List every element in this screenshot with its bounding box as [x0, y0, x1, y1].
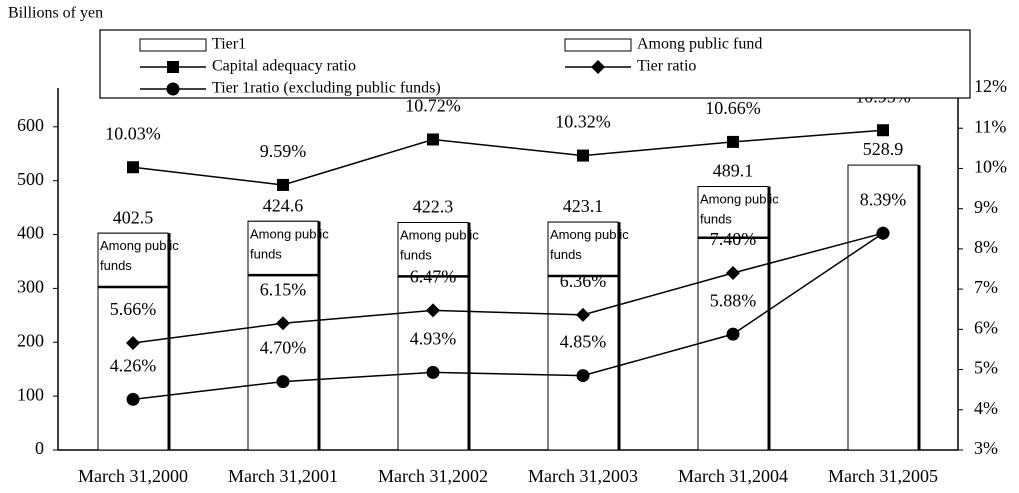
bar-label: 423.1	[563, 196, 604, 216]
marker-circle	[876, 226, 890, 240]
legend-label: Tier ratio	[637, 58, 696, 75]
data-label: 8.39%	[860, 189, 907, 209]
data-label: 7.40%	[710, 229, 757, 249]
x-tick-label: March 31,2001	[228, 466, 338, 486]
marker-circle	[576, 369, 590, 383]
marker-diamond	[426, 303, 440, 318]
data-label: 5.88%	[710, 290, 757, 310]
legend-swatch	[139, 38, 207, 52]
public-fund-segment	[697, 186, 769, 239]
marker-circle	[276, 375, 290, 389]
y2-tick-label: 12%	[974, 76, 1007, 96]
data-label: 10.66%	[705, 98, 761, 118]
y2-tick-label: 4%	[974, 398, 998, 418]
bar	[847, 164, 919, 451]
marker-square	[577, 149, 589, 162]
bar-label: 422.3	[413, 197, 454, 217]
y2-tick-label: 9%	[974, 197, 998, 217]
y-tick-label: 0	[35, 438, 44, 458]
legend-swatch	[564, 38, 632, 52]
marker-diamond	[726, 266, 740, 281]
public-fund-segment	[397, 222, 469, 277]
y-tick-label: 200	[17, 330, 44, 350]
marker-circle	[126, 392, 140, 406]
data-label: 4.70%	[260, 338, 307, 358]
data-label: 10.72%	[405, 96, 461, 116]
segment-label: Among public funds	[700, 192, 779, 227]
y2-tick-label: 8%	[974, 237, 998, 257]
marker-square	[727, 135, 739, 148]
y-tick-label: 600	[17, 115, 44, 135]
data-label: 6.36%	[560, 271, 607, 291]
marker-diamond	[591, 60, 605, 74]
x-tick-label: March 31,2003	[528, 466, 638, 486]
data-label: 10.03%	[105, 123, 161, 143]
x-tick-label: March 31,2002	[378, 466, 488, 486]
y-axis-label: Billions of yen	[8, 5, 103, 22]
y2-tick-label: 7%	[974, 277, 998, 297]
legend-label: Capital adequacy ratio	[212, 58, 356, 75]
marker-square	[427, 133, 439, 146]
data-label: 6.47%	[410, 267, 457, 287]
legend-label: Tier1	[212, 36, 246, 53]
marker-circle	[426, 365, 440, 379]
segment-label: Among public funds	[550, 228, 629, 263]
y-tick-label: 300	[17, 277, 44, 297]
data-label: 10.32%	[555, 112, 611, 132]
y2-tick-label: 10%	[974, 157, 1007, 177]
y-tick-label: 500	[17, 169, 44, 189]
y2-tick-label: 5%	[974, 358, 998, 378]
line	[132, 232, 884, 401]
x-tick-label: March 31,2000	[78, 466, 188, 486]
marker-diamond	[576, 307, 590, 322]
segment-label: Among public funds	[400, 228, 479, 263]
data-label: 4.93%	[410, 328, 457, 348]
marker-square	[127, 161, 139, 174]
legend-box	[99, 29, 971, 99]
data-label: 9.59%	[260, 141, 307, 161]
data-label: 4.26%	[110, 355, 157, 375]
segment-label: Among public funds	[250, 227, 329, 262]
line	[132, 232, 884, 344]
legend-label: Tier 1ratio (excluding public funds)	[212, 80, 441, 97]
y2-tick-label: 6%	[974, 317, 998, 337]
bar-label: 402.5	[113, 207, 154, 227]
line	[132, 129, 884, 186]
y-tick-label: 400	[17, 223, 44, 243]
y2-tick-label: 3%	[974, 438, 998, 458]
public-fund-segment	[247, 220, 319, 276]
marker-square	[167, 61, 179, 73]
marker-diamond	[126, 336, 140, 351]
marker-square	[277, 178, 289, 191]
segment-label: Among public funds	[100, 239, 179, 274]
y2-tick-label: 11%	[974, 116, 1006, 136]
marker-diamond	[276, 316, 290, 331]
y-tick-label: 100	[17, 384, 44, 404]
data-label: 6.15%	[260, 279, 307, 299]
marker-square	[877, 124, 889, 137]
x-tick-label: March 31,2004	[678, 466, 788, 486]
bar-label: 424.6	[263, 195, 304, 215]
x-tick-label: March 31,2005	[828, 466, 938, 486]
marker-circle	[726, 327, 740, 341]
data-label: 4.85%	[560, 332, 607, 352]
legend-label: Among public fund	[637, 36, 762, 53]
bar-label: 528.9	[863, 139, 904, 159]
marker-circle	[166, 82, 180, 96]
bar-label: 489.1	[713, 161, 754, 181]
data-label: 5.66%	[110, 299, 157, 319]
